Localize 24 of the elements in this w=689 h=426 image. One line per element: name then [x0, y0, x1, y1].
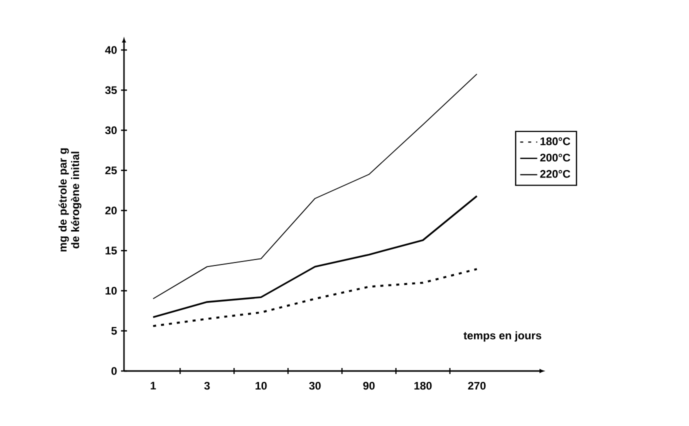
- legend-label: 200°C: [540, 154, 570, 162]
- y-tick-label: 20: [105, 206, 117, 214]
- x-tick-label: 10: [256, 382, 267, 390]
- y-tick-label: 25: [105, 166, 117, 174]
- y-tick-label: 10: [106, 286, 117, 295]
- legend-label: 180°C: [540, 137, 570, 146]
- x-tick-label: 90: [363, 382, 375, 390]
- y-tick-label: 35: [105, 86, 117, 94]
- line-series: [152, 195, 478, 318]
- line-series: [152, 268, 478, 328]
- line-series: [152, 74, 478, 300]
- x-tick-label: 180: [414, 382, 432, 390]
- legend-label: 220°C: [540, 170, 570, 178]
- y-tick-label: 5: [111, 327, 117, 335]
- x-tick-label: 270: [468, 382, 486, 390]
- x-tick-label: 30: [309, 382, 321, 390]
- x-axis-title: temps en jours: [464, 331, 542, 342]
- y-axis-title: mg de pétrole par g de kérogène initial: [58, 148, 82, 252]
- y-tick-label: 40: [105, 46, 117, 54]
- y-tick-label: 0: [111, 367, 117, 375]
- y-tick-label: 30: [105, 126, 117, 134]
- x-tick-label: 1: [150, 382, 156, 390]
- y-tick-label: 15: [106, 246, 117, 254]
- x-tick-label: 3: [204, 382, 210, 390]
